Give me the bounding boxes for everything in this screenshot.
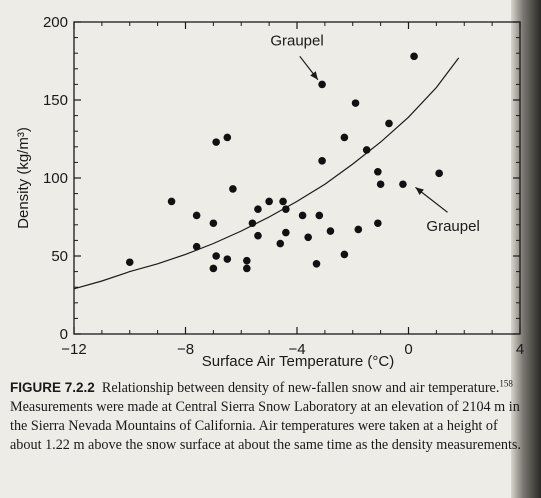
data-point — [192, 211, 201, 220]
x-tick-label: 0 — [404, 341, 412, 358]
data-point — [125, 258, 134, 267]
data-point — [435, 169, 443, 178]
data-point — [223, 133, 232, 142]
data-point — [229, 185, 237, 193]
data-point — [298, 211, 307, 220]
data-point — [374, 167, 382, 176]
x-tick-label: 4 — [516, 341, 524, 358]
data-point — [362, 146, 371, 154]
data-point — [315, 211, 324, 220]
data-point — [399, 180, 407, 189]
annotation-label: Graupel — [426, 218, 479, 235]
annotation-label: Graupel — [270, 32, 323, 49]
data-point — [212, 252, 220, 260]
y-tick-label: 100 — [43, 170, 68, 187]
caption-text-part1: Relationship between density of new-fall… — [101, 380, 500, 396]
caption-reference: 158 — [499, 378, 513, 389]
data-point — [276, 239, 285, 248]
scatter-chart: −12 −8 −4 0 4 0 50 100 150 200 Graupel Graupel Su… — [15, 14, 524, 370]
data-point — [212, 138, 220, 146]
y-tick-label: 50 — [51, 248, 68, 265]
data-point — [209, 219, 218, 228]
data-point — [312, 260, 321, 268]
data-point — [223, 255, 232, 263]
data-point — [374, 219, 382, 228]
y-axis-label: Density (kg/m³) — [15, 127, 32, 229]
data-point — [282, 228, 290, 237]
data-point — [254, 205, 262, 213]
y-tick-label: 200 — [43, 14, 68, 31]
figure-label: FIGURE 7.2.2 — [10, 380, 95, 395]
data-point — [376, 180, 385, 189]
data-point — [167, 197, 176, 206]
x-tick-label: −12 — [61, 341, 86, 358]
data-point — [279, 197, 287, 206]
data-point — [340, 250, 349, 259]
data-point — [265, 197, 273, 206]
data-point — [248, 219, 257, 228]
data-point — [326, 227, 335, 235]
y-tick-label: 0 — [60, 326, 68, 343]
data-point — [243, 264, 251, 273]
x-tick-label: −4 — [288, 341, 305, 358]
data-point — [340, 133, 349, 142]
data-point — [209, 264, 218, 273]
data-point — [318, 157, 326, 165]
page-edge-shadow — [511, 0, 541, 498]
data-point — [192, 242, 201, 251]
figure-caption: FIGURE 7.2.2 Relationship between densit… — [10, 378, 525, 455]
data-point — [385, 119, 393, 128]
annotation-arrow-head — [415, 187, 424, 195]
data-point — [351, 99, 360, 107]
data-point — [304, 233, 312, 242]
y-tick-label: 150 — [43, 92, 68, 109]
data-point — [282, 205, 290, 213]
data-point — [354, 225, 363, 234]
annotation-arrow-head — [310, 71, 318, 80]
data-point — [318, 80, 326, 89]
fit-curve — [73, 57, 460, 290]
plot-frame — [73, 21, 521, 335]
data-point — [410, 52, 418, 61]
x-axis-label: Surface Air Temperature (°C) — [202, 353, 394, 370]
x-tick-label: −8 — [177, 341, 194, 358]
data-point — [254, 231, 262, 240]
caption-text-part2: Measurements were made at Central Sierra… — [10, 399, 521, 453]
data-point — [243, 256, 251, 265]
